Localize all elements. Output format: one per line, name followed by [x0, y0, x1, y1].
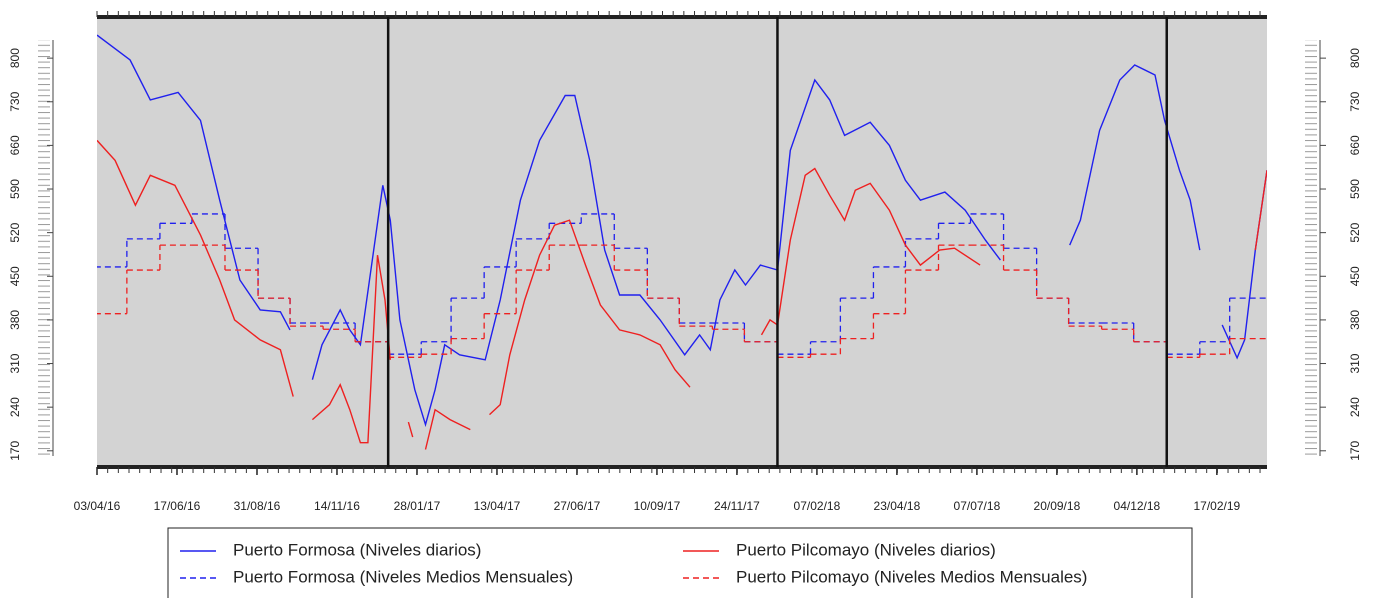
legend [167, 527, 1193, 598]
margin-hatch [38, 40, 50, 456]
y-tick-label: 730 [1348, 91, 1362, 111]
legend-label: Puerto Pilcomayo (Niveles diarios) [736, 540, 996, 559]
x-tick-label: 17/06/16 [154, 499, 201, 513]
x-tick-label: 28/01/17 [394, 499, 441, 513]
x-tick-label: 17/02/19 [1194, 499, 1241, 513]
y-tick-label: 450 [1348, 266, 1362, 286]
y-tick-label: 800 [1348, 48, 1362, 68]
y-tick-label: 450 [8, 266, 22, 286]
y-tick-label: 590 [8, 179, 22, 199]
x-tick-label: 04/12/18 [1114, 499, 1161, 513]
y-tick-label: 800 [8, 48, 22, 68]
y-tick-label: 380 [1348, 310, 1362, 330]
x-tick-label: 20/09/18 [1034, 499, 1081, 513]
x-tick-label: 23/04/18 [874, 499, 921, 513]
y-tick-label: 590 [1348, 179, 1362, 199]
y-tick-label: 240 [1348, 397, 1362, 417]
plot-area [97, 34, 1267, 450]
x-tick-label: 27/06/17 [554, 499, 601, 513]
daily-line [97, 139, 1267, 450]
y-tick-label: 170 [1348, 440, 1362, 460]
y-tick-label: 310 [8, 353, 22, 373]
y-tick-label: 520 [8, 222, 22, 242]
x-tick-label: 07/07/18 [954, 499, 1001, 513]
legend-label: Puerto Pilcomayo (Niveles Medios Mensual… [736, 567, 1087, 586]
margin-hatch [1305, 40, 1317, 456]
x-tick-label: 13/04/17 [474, 499, 521, 513]
y-tick-label: 310 [1348, 353, 1362, 373]
legend-label: Puerto Formosa (Niveles Medios Mensuales… [233, 567, 573, 586]
x-tick-label: 10/09/17 [634, 499, 681, 513]
y-tick-label: 380 [8, 310, 22, 330]
x-tick-label: 14/11/16 [314, 499, 360, 513]
x-tick-label: 03/04/16 [74, 499, 121, 513]
x-tick-label: 24/11/17 [714, 499, 760, 513]
plot-background [97, 17, 1267, 467]
y-tick-label: 660 [1348, 135, 1362, 155]
y-tick-label: 520 [1348, 222, 1362, 242]
x-tick-label: 07/02/18 [794, 499, 841, 513]
x-tick-label: 31/08/16 [234, 499, 281, 513]
y-tick-label: 730 [8, 91, 22, 111]
y-tick-label: 240 [8, 397, 22, 417]
y-tick-label: 170 [8, 440, 22, 460]
y-tick-label: 660 [8, 135, 22, 155]
daily-line [97, 34, 1267, 428]
legend-label: Puerto Formosa (Niveles diarios) [233, 540, 481, 559]
